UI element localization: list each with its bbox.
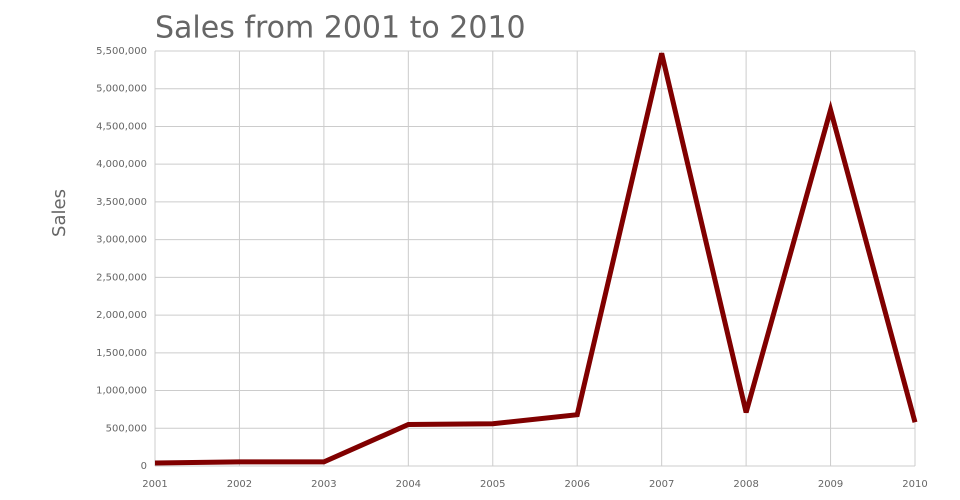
y-tick-label: 3,500,000 <box>96 197 147 208</box>
x-tick-label: 2003 <box>311 479 336 490</box>
y-axis-label: Sales <box>49 189 70 237</box>
x-tick-label: 2007 <box>649 479 674 490</box>
y-tick-label: 5,000,000 <box>96 84 147 95</box>
line <box>154 52 918 466</box>
y-tick-label: 3,000,000 <box>96 235 147 246</box>
x-tick-label: 2006 <box>564 479 589 490</box>
x-tick-label: 2001 <box>142 479 167 490</box>
y-tick-label: 1,500,000 <box>96 348 147 359</box>
y-tick-label: 2,500,000 <box>96 272 147 283</box>
x-tick-label: 2008 <box>733 479 758 490</box>
y-tick-label: 4,000,000 <box>96 159 147 170</box>
y-tick-label: 2,000,000 <box>96 310 147 321</box>
x-tick-label: 2005 <box>480 479 505 490</box>
y-tick-label: 5,500,000 <box>96 46 147 57</box>
x-tick-label: 2002 <box>227 479 252 490</box>
y-tick-label: 0 <box>141 461 147 472</box>
y-tick-label: 1,000,000 <box>96 386 147 397</box>
x-tick-label: 2009 <box>818 479 843 490</box>
y-tick-label: 500,000 <box>106 423 147 434</box>
y-tick-label: 4,500,000 <box>96 121 147 132</box>
x-tick-label: 2010 <box>902 479 927 490</box>
x-tick-label: 2004 <box>396 479 421 490</box>
chart-title: Sales from 2001 to 2010 <box>155 11 526 46</box>
